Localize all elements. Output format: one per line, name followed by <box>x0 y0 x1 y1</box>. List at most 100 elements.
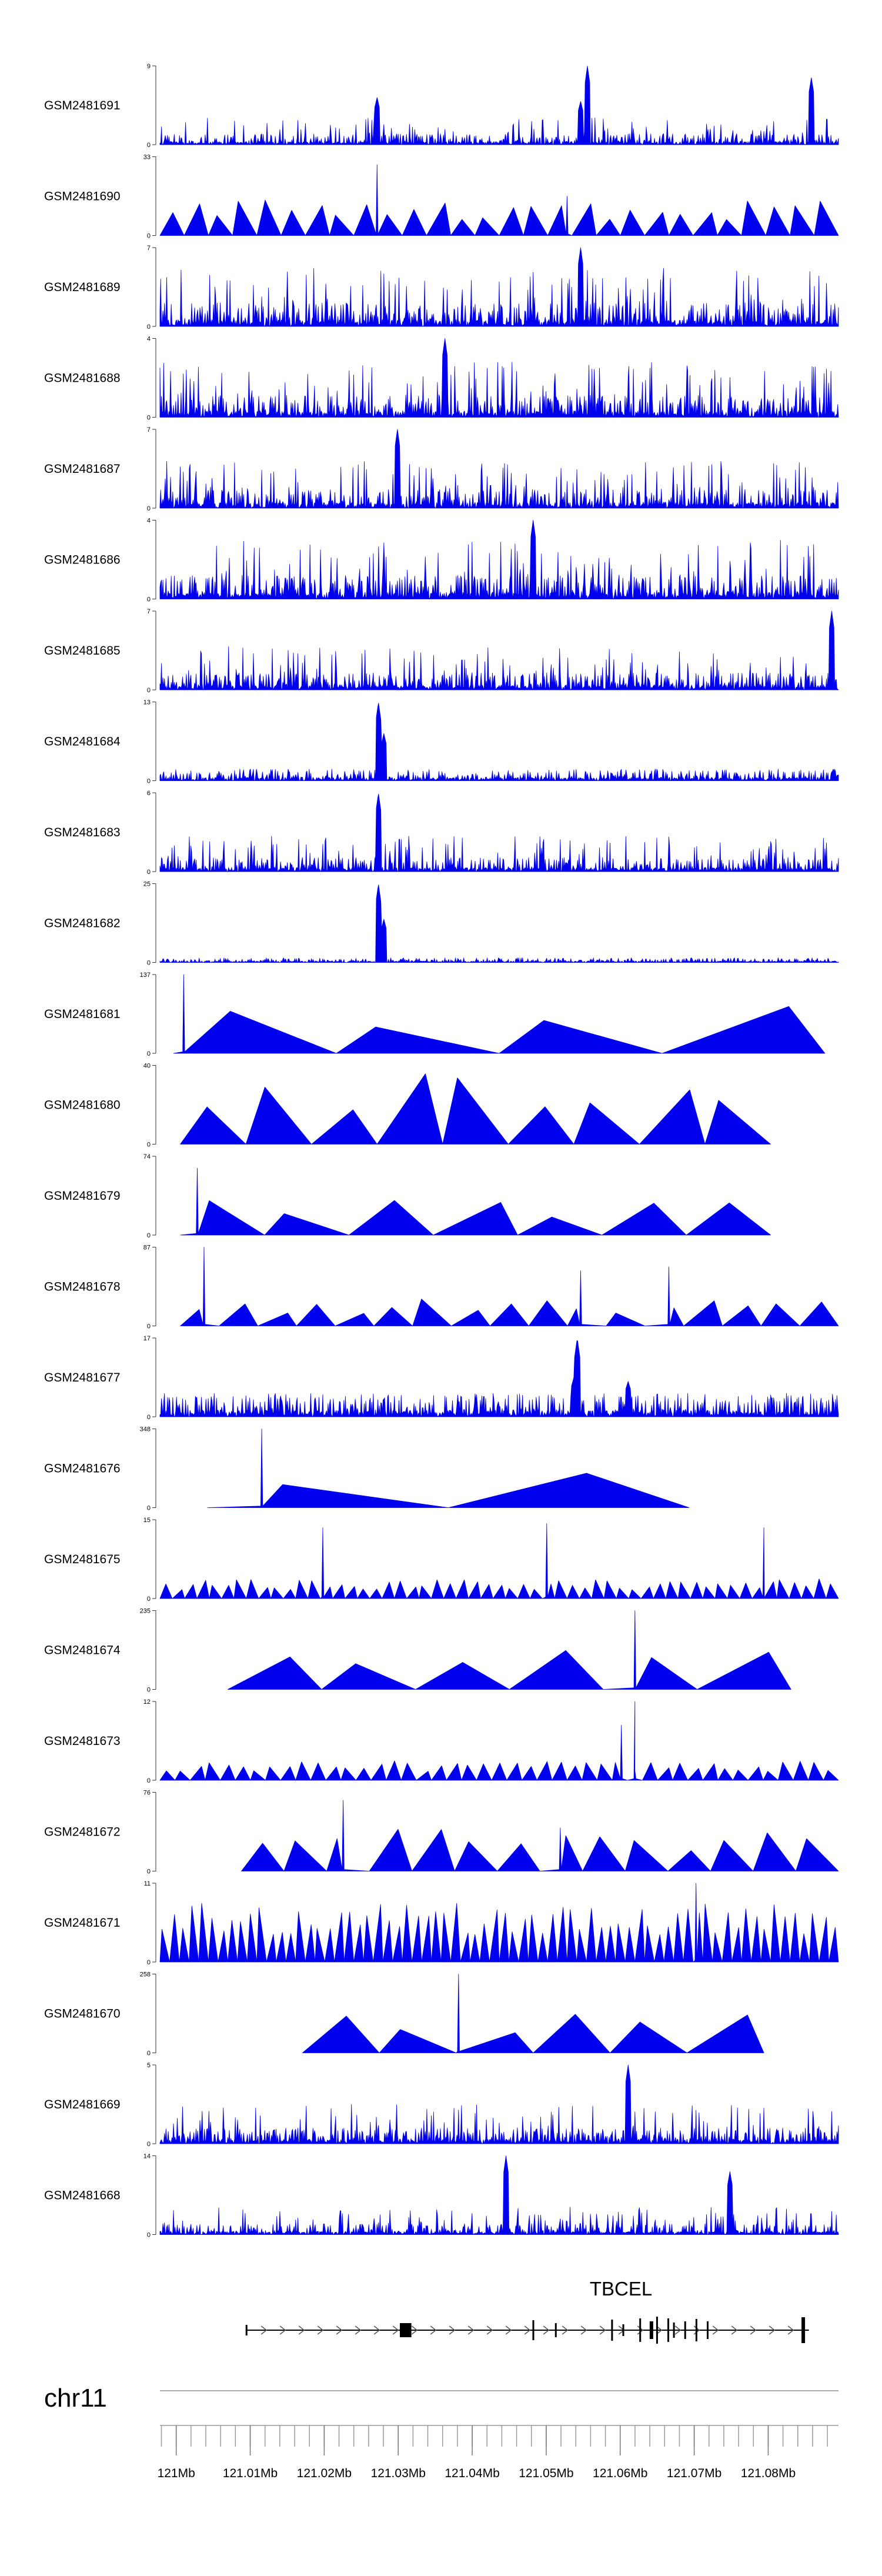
y-axis: 17 0 <box>143 1335 156 1421</box>
y-max-label: 6 <box>147 790 151 797</box>
strand-arrow <box>543 2325 550 2335</box>
coverage-area <box>159 1523 839 1599</box>
coverage-track: GSM2481688 40 <box>44 336 839 422</box>
strand-arrow <box>373 2325 380 2335</box>
strand-arrow <box>486 2325 493 2335</box>
coverage-track: GSM2481675 15 0 <box>44 1517 839 1603</box>
x-tick-label: 121Mb <box>158 2467 195 2480</box>
coverage-track: GSM2481684 13 0 <box>44 699 839 785</box>
y-min-label: 0 <box>147 1323 151 1330</box>
y-axis: 12 0 <box>143 1699 156 1784</box>
y-min-label: 0 <box>147 2141 151 2148</box>
strand-arrow <box>580 2325 587 2335</box>
y-max-label: 7 <box>147 608 151 615</box>
coverage-area <box>159 2155 839 2235</box>
track-label: GSM2481669 <box>44 2098 121 2111</box>
coverage-track: GSM2481690 33 0 <box>44 154 839 240</box>
strand-arrow <box>787 2325 794 2335</box>
coverage-track: GSM2481668 14 0 <box>44 2153 839 2239</box>
y-max-label: 17 <box>143 1335 151 1342</box>
track-label: GSM2481676 <box>44 1462 121 1476</box>
x-tick-label: 121.03Mb <box>371 2467 426 2480</box>
y-min-label: 0 <box>147 2050 151 2057</box>
exon <box>400 2323 409 2337</box>
track-label: GSM2481682 <box>44 917 121 930</box>
y-min-label: 0 <box>147 2232 151 2239</box>
track-label: GSM2481683 <box>44 826 121 839</box>
y-min-label: 0 <box>147 1777 151 1784</box>
exon <box>622 2324 624 2336</box>
coverage-track: GSM2481674 235 0 <box>44 1608 791 1694</box>
track-label: GSM2481680 <box>44 1099 121 1112</box>
coverage-area <box>159 520 839 599</box>
track-label: GSM2481675 <box>44 1553 121 1566</box>
y-min-label: 0 <box>147 596 151 603</box>
exon <box>801 2317 806 2343</box>
coverage-area <box>159 338 839 418</box>
exon <box>656 2317 658 2344</box>
strand-arrow <box>656 2325 663 2335</box>
strand-arrow <box>524 2325 531 2335</box>
strand-arrow <box>562 2325 569 2335</box>
y-axis: 14 0 <box>143 2153 156 2239</box>
strand-arrow <box>505 2325 512 2335</box>
y-axis: 137 0 <box>140 972 156 1057</box>
y-min-label: 0 <box>147 142 151 149</box>
y-max-label: 40 <box>143 1063 151 1070</box>
track-label: GSM2481686 <box>44 553 121 567</box>
y-max-label: 137 <box>140 972 151 979</box>
strand-arrow <box>298 2325 305 2335</box>
y-min-label: 0 <box>147 869 151 876</box>
y-max-label: 76 <box>143 1790 151 1797</box>
track-label: GSM2481687 <box>44 462 121 476</box>
y-axis: 60 <box>147 790 156 876</box>
y-axis: 40 <box>147 336 156 422</box>
coverage-area <box>159 885 839 963</box>
track-label: GSM2481690 <box>44 190 121 203</box>
y-max-label: 348 <box>140 1426 151 1433</box>
coverage-track: GSM2481672 76 0 <box>44 1790 839 1876</box>
coverage-area <box>302 1974 764 2053</box>
strand-arrow <box>411 2325 418 2335</box>
y-axis: 258 0 <box>140 1971 156 2057</box>
strand-arrow <box>731 2325 738 2335</box>
y-min-label: 0 <box>147 1142 151 1149</box>
track-label: GSM2481678 <box>44 1280 121 1294</box>
y-max-label: 7 <box>147 245 151 252</box>
y-max-label: 5 <box>147 2062 151 2069</box>
track-label: GSM2481685 <box>44 644 121 658</box>
coverage-track: GSM2481678 87 0 <box>44 1244 839 1330</box>
track-label: GSM2481688 <box>44 372 121 385</box>
y-axis: 70 <box>147 608 156 694</box>
y-axis: 40 <box>147 518 156 603</box>
coverage-track: GSM2481671 11 0 <box>44 1880 839 1966</box>
track-label: GSM2481670 <box>44 2007 121 2021</box>
coverage-track: GSM2481682 25 0 <box>44 881 839 967</box>
coverage-track: GSM2481673 12 0 <box>44 1699 839 1784</box>
coverage-track: GSM2481681 137 0 <box>44 972 826 1057</box>
strand-arrow <box>750 2325 757 2335</box>
y-max-label: 9 <box>147 63 151 70</box>
y-min-label: 0 <box>147 1050 151 1057</box>
y-min-label: 0 <box>147 323 151 331</box>
exon <box>639 2318 642 2342</box>
coverage-area <box>159 164 839 236</box>
y-max-label: 4 <box>147 336 151 343</box>
coverage-area <box>159 2064 839 2144</box>
y-min-label: 0 <box>147 687 151 694</box>
y-max-label: 15 <box>143 1517 151 1524</box>
y-axis: 11 0 <box>144 1880 156 1966</box>
strand-arrow <box>449 2325 456 2335</box>
strand-arrow <box>336 2325 343 2335</box>
coverage-area <box>159 793 839 872</box>
y-axis: 15 0 <box>143 1517 156 1603</box>
y-axis: 13 0 <box>143 699 156 785</box>
track-label: GSM2481677 <box>44 1371 121 1384</box>
strand-arrow <box>769 2325 776 2335</box>
strand-arrow <box>430 2325 437 2335</box>
x-tick-label: 121.02Mb <box>297 2467 352 2480</box>
strand-arrow <box>317 2325 324 2335</box>
y-max-label: 4 <box>147 518 151 525</box>
